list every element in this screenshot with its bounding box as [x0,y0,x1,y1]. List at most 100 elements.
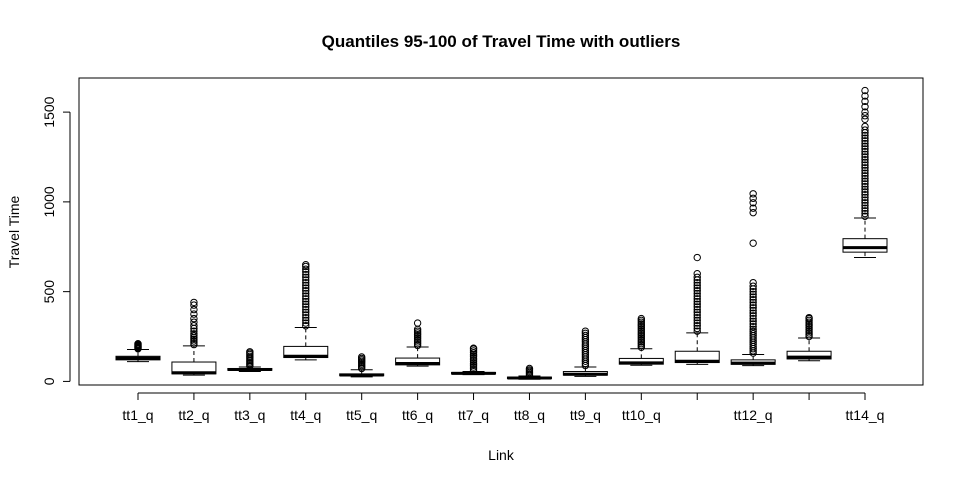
outlier-point [749,208,757,217]
outlier-point [861,169,869,177]
outlier-point [749,296,757,304]
box-tt12_q [730,190,776,367]
outlier-point [302,276,310,284]
outlier-point [302,313,310,322]
outlier-point [693,273,701,281]
x-tick-label: tt7_q [458,407,489,423]
outlier-point [861,190,869,199]
outlier-point [749,325,757,334]
outlier-point [861,153,869,161]
outlier-point [693,287,701,295]
outlier-point [357,353,366,361]
outlier-point [302,289,310,298]
x-tick-label: tt10_q [622,407,661,423]
outlier-point [749,309,757,317]
outlier-point [749,239,757,247]
outlier-point [190,310,198,318]
y-axis: 0 500 1000 1500 [41,96,71,385]
outlier-point [302,319,310,327]
x-tick-label: tt3_q [234,407,265,423]
outlier-point [693,297,701,306]
box-tt4_q [283,261,329,361]
x-tick-label: tt5_q [346,407,377,423]
box-tt2_q [171,298,217,376]
x-tick-label: tt6_q [402,407,433,423]
iqr-box [842,238,888,253]
outlier-point [861,112,869,120]
chart-title: Quantiles 95-100 of Travel Time with out… [322,32,681,51]
outlier-point [581,327,590,335]
outlier-point [302,278,310,287]
outlier-point [302,300,310,308]
outlier-point [861,193,869,202]
outlier-point [693,278,701,287]
outlier-point [749,190,757,198]
outlier-point [861,108,869,116]
outlier-point [190,322,198,330]
box-tt9_q [562,327,608,377]
outlier-point [246,348,254,356]
outlier-point [861,139,869,148]
box-tt8_q [506,364,552,380]
outlier-point [861,180,869,188]
outlier-point [693,308,701,316]
outlier-point [190,327,198,335]
outlier-point [861,86,869,95]
outlier-point [749,298,757,307]
box-tt7_q [451,344,497,376]
outlier-point [693,327,701,335]
x-axis: tt1_q tt2_q tt3_q tt4_q tt5_q tt6_q tt7_q tt8_q… [122,392,884,423]
outlier-point [861,155,869,164]
outlier-point [749,204,757,212]
outlier-point [413,319,422,327]
outlier-point [581,329,590,337]
outlier-point [469,344,478,352]
x-tick-label: tt8_q [514,407,545,423]
outlier-point [749,278,757,287]
outlier-point [190,301,198,309]
box-link-11 [674,253,720,365]
outlier-point [749,301,757,309]
box-tt10_q [618,314,664,366]
outlier-point [749,322,757,331]
outlier-point [861,122,869,131]
outlier-point [693,284,701,292]
outlier-point [749,314,757,323]
outlier-point [302,268,310,276]
outlier-point [302,261,310,269]
outlier-point [693,319,701,327]
y-axis-label: Travel Time [6,195,22,268]
outlier-point [693,253,701,262]
outlier-point [861,103,869,111]
outlier-point [861,150,869,159]
outlier-point [302,305,310,314]
outlier-point [861,209,869,218]
outlier-point [302,295,310,303]
y-tick-label: 0 [41,377,57,385]
outlier-point [693,313,701,322]
outlier-point [749,329,757,338]
outlier-point [302,311,310,319]
outlier-point [861,204,869,212]
box-tt1_q [115,340,161,363]
outlier-point [302,270,310,279]
outlier-point [693,305,701,314]
outlier-point [749,327,757,336]
outlier-point [861,134,869,142]
outlier-point [861,142,869,150]
outlier-point [581,331,590,340]
outlier-point [749,293,757,301]
outlier-point [749,317,757,325]
outlier-point [861,126,869,134]
outlier-point [693,289,701,298]
outlier-point [861,147,869,156]
box-link-13 [786,313,832,362]
outlier-point [749,306,757,315]
outlier-point [861,172,869,180]
outlier-point [861,212,869,220]
outlier-point [861,174,869,183]
outlier-point [749,290,757,299]
outlier-point [693,292,701,300]
outlier-point [302,273,310,281]
